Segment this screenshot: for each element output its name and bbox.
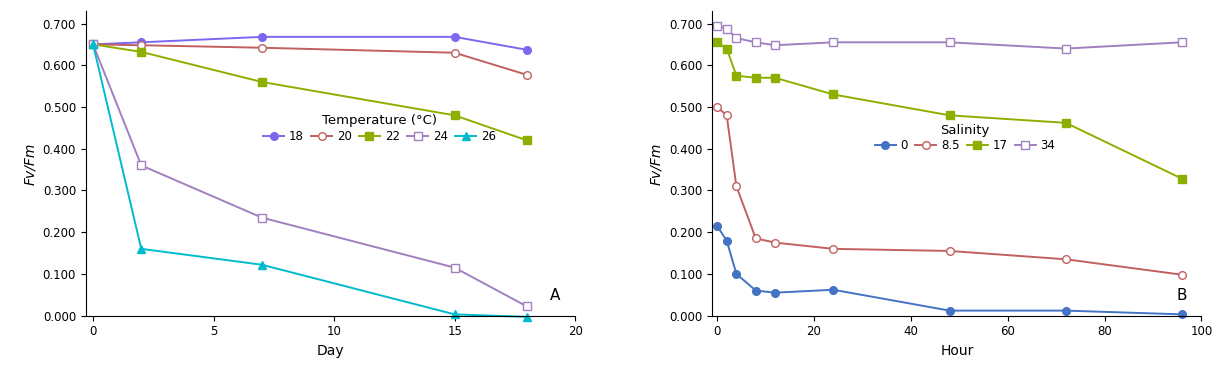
18 [255,34,270,39]
Line: 26: 26 [89,41,531,321]
22 [134,50,148,54]
8.5 [720,113,734,117]
Y-axis label: Fv/Fm: Fv/Fm [23,142,37,185]
22 [447,113,462,117]
34 [1175,40,1189,44]
34 [720,26,734,31]
20 [86,42,101,47]
Legend: 18, 20, 22, 24, 26: 18, 20, 22, 24, 26 [264,115,497,143]
Text: B: B [1176,288,1187,304]
20 [447,51,462,55]
Line: 0: 0 [714,222,1186,318]
17 [729,73,744,78]
17 [710,40,725,44]
17 [720,46,734,51]
26 [255,262,270,267]
8.5 [729,184,744,189]
Line: 34: 34 [714,22,1186,52]
24 [520,304,535,309]
20 [255,46,270,50]
20 [520,73,535,77]
34 [729,36,744,40]
Legend: 0, 8.5, 17, 34: 0, 8.5, 17, 34 [874,124,1056,152]
34 [767,43,782,47]
18 [86,42,101,47]
0 [729,272,744,276]
18 [520,48,535,52]
8.5 [1175,273,1189,277]
26 [134,247,148,251]
0 [1058,308,1073,313]
34 [1058,46,1073,51]
X-axis label: Hour: Hour [940,344,973,358]
Y-axis label: Fv/Fm: Fv/Fm [650,142,663,185]
34 [748,40,763,44]
20 [134,43,148,47]
24 [447,265,462,270]
24 [86,42,101,47]
0 [710,224,725,228]
Line: 24: 24 [89,41,531,310]
Line: 20: 20 [89,41,531,79]
X-axis label: Day: Day [316,344,345,358]
0 [826,288,841,292]
26 [447,312,462,317]
24 [134,163,148,168]
Line: 8.5: 8.5 [714,103,1186,279]
22 [86,42,101,47]
0 [943,308,958,313]
17 [826,92,841,97]
8.5 [826,247,841,251]
0 [1175,312,1189,317]
0 [720,238,734,243]
Line: 18: 18 [89,33,531,54]
Text: A: A [550,288,560,304]
8.5 [748,236,763,241]
18 [134,40,148,44]
24 [255,215,270,220]
17 [1175,177,1189,181]
17 [1058,121,1073,125]
18 [447,34,462,39]
0 [767,290,782,295]
8.5 [767,240,782,245]
26 [86,42,101,47]
17 [767,76,782,80]
34 [826,40,841,44]
0 [748,288,763,293]
17 [748,76,763,80]
34 [710,23,725,28]
Line: 17: 17 [714,39,1186,182]
8.5 [943,249,958,253]
22 [520,138,535,142]
8.5 [710,105,725,109]
22 [255,80,270,84]
26 [520,315,535,319]
34 [943,40,958,44]
8.5 [1058,257,1073,262]
Line: 22: 22 [89,41,531,144]
17 [943,113,958,117]
